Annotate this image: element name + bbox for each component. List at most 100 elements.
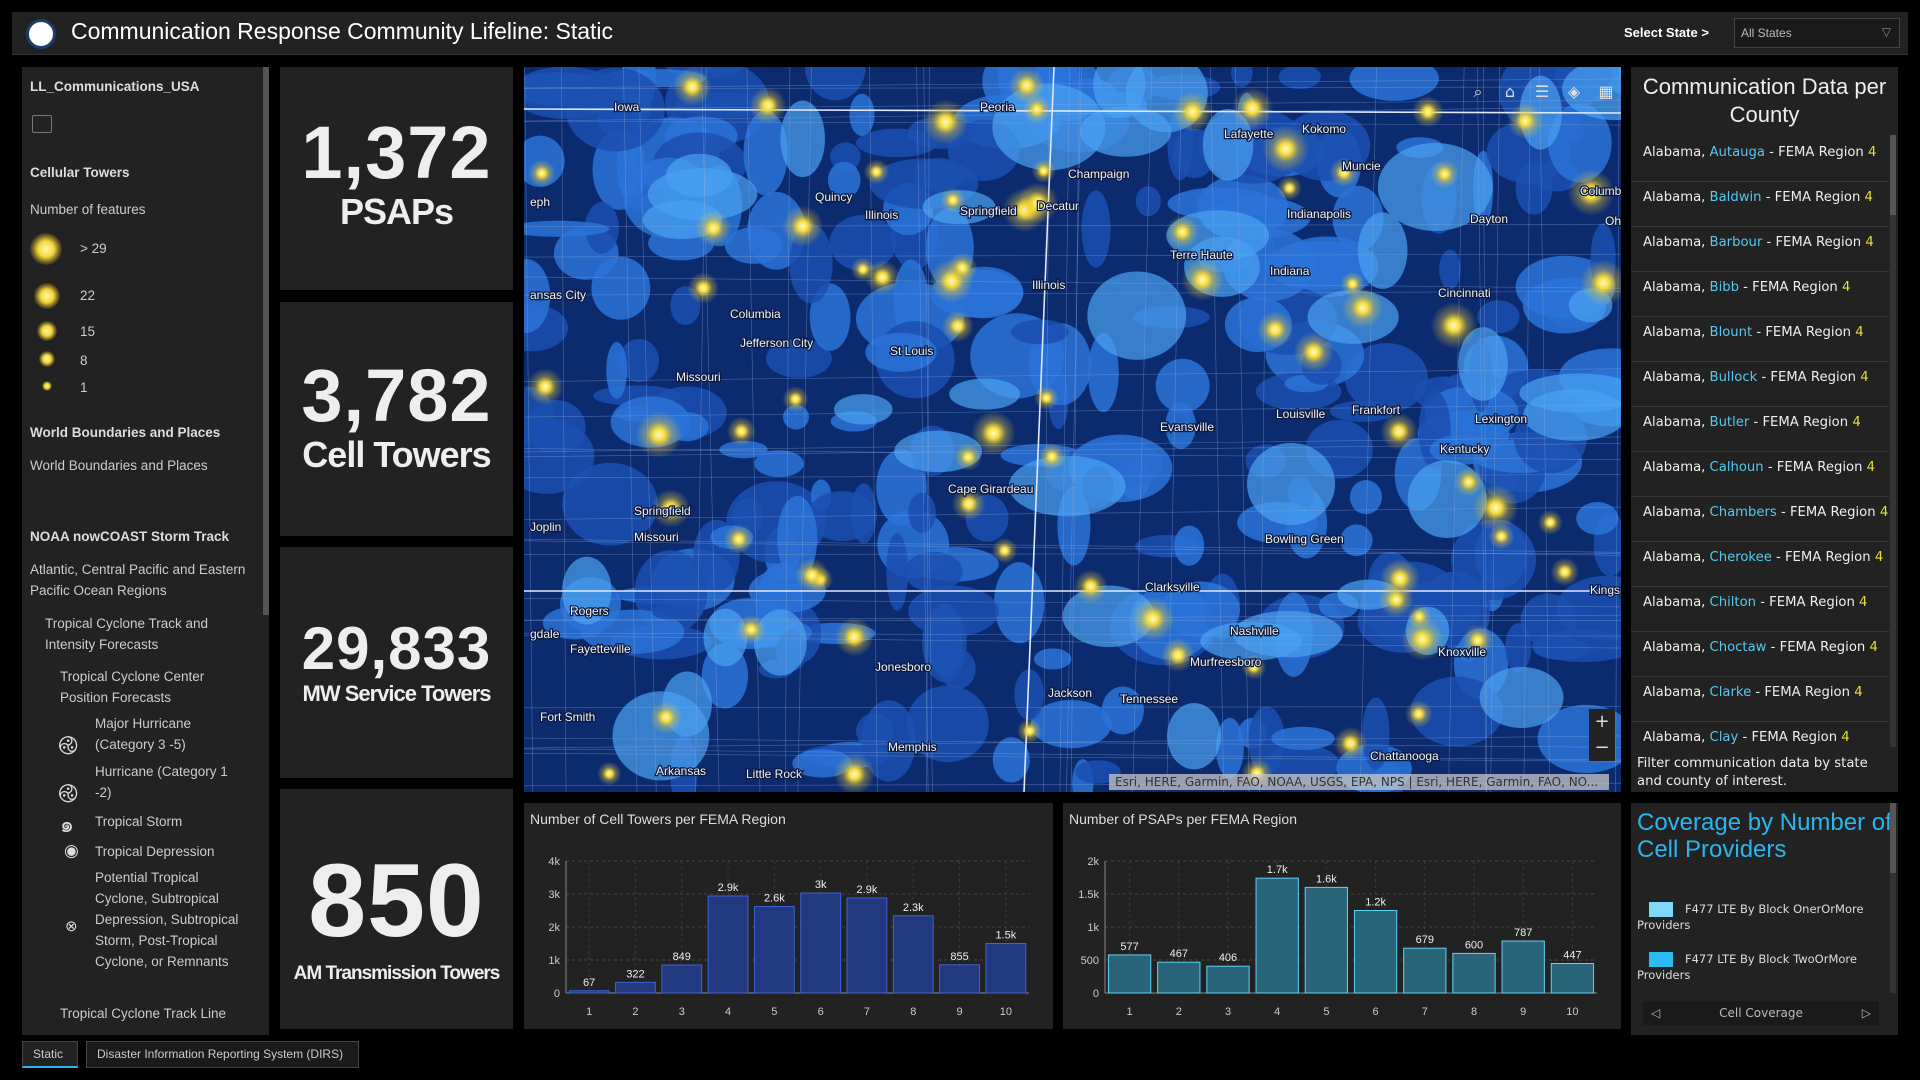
cell-tower-cluster[interactable] [1008, 67, 1045, 104]
coverage-scrollbar[interactable] [1890, 803, 1896, 993]
bar[interactable] [615, 981, 656, 994]
cell-tower-cluster[interactable] [1380, 412, 1418, 451]
county-list-item[interactable]: Alabama, Autauga - FEMA Region 4 [1631, 137, 1889, 182]
cell-tower-cluster[interactable] [946, 252, 978, 284]
map-canvas[interactable]: Iowa Peoria Lafayette Kokomo Muncie Champaign… [524, 67, 1621, 792]
cell-tower-cluster[interactable] [635, 411, 683, 459]
cell-tower-cluster[interactable] [1580, 259, 1621, 307]
county-list-item[interactable]: Alabama, Clarke - FEMA Region 4 [1631, 677, 1889, 722]
cell-tower-cluster[interactable] [1378, 582, 1414, 618]
cell-tower-cluster[interactable] [951, 486, 986, 521]
cell-tower-cluster[interactable] [1462, 624, 1494, 656]
cell-tower-cluster[interactable] [1131, 597, 1175, 641]
bar[interactable] [892, 915, 934, 994]
bar[interactable] [1403, 947, 1447, 994]
cell-tower-cluster[interactable] [1256, 311, 1294, 348]
cell-tower-cluster[interactable] [1034, 385, 1059, 411]
cell-tower-cluster[interactable] [1231, 87, 1273, 129]
county-list-item[interactable]: Alabama, Butler - FEMA Region 4 [1631, 407, 1889, 452]
layers-icon[interactable]: ◈ [1567, 82, 1581, 101]
bar[interactable] [1353, 910, 1398, 994]
cell-tower-cluster[interactable] [1333, 726, 1368, 761]
cell-tower-cluster[interactable] [1430, 302, 1478, 349]
cell-tower-cluster[interactable] [1472, 484, 1519, 531]
cell-tower-cluster[interactable] [922, 99, 969, 145]
cell-tower-cluster[interactable] [1172, 91, 1213, 133]
county-list-item[interactable]: Alabama, Baldwin - FEMA Region 4 [1631, 182, 1889, 227]
cell-tower-cluster[interactable] [726, 416, 757, 446]
legend-icon[interactable]: ☰ [1534, 82, 1550, 101]
cell-tower-cluster[interactable] [1277, 175, 1302, 201]
next-icon[interactable]: ▷ [1861, 1006, 1871, 1020]
legend-scrollbar[interactable] [263, 67, 269, 615]
bar[interactable] [707, 895, 749, 994]
cell-tower-cluster[interactable] [1016, 718, 1043, 744]
cell-tower-cluster[interactable] [526, 368, 564, 406]
cell-tower-cluster[interactable] [1340, 271, 1365, 297]
cell-tower-cluster[interactable] [782, 386, 809, 413]
bar[interactable] [1157, 961, 1201, 994]
cell-tower-cluster[interactable] [673, 67, 712, 107]
county-list-item[interactable]: Alabama, Bibb - FEMA Region 4 [1631, 272, 1889, 317]
county-list-item[interactable]: Alabama, Choctaw - FEMA Region 4 [1631, 632, 1889, 677]
bar[interactable] [1107, 954, 1152, 994]
cell-tower-cluster[interactable] [1342, 287, 1384, 329]
bar[interactable] [1206, 965, 1250, 994]
county-list-item[interactable]: Alabama, Chilton - FEMA Region 4 [1631, 587, 1889, 632]
cell-tower-cluster[interactable] [1181, 258, 1224, 301]
county-list-item[interactable]: Alabama, Calhoun - FEMA Region 4 [1631, 452, 1889, 497]
cell-tower-cluster[interactable] [1165, 215, 1199, 249]
cell-tower-cluster[interactable] [1038, 443, 1066, 471]
bar[interactable] [800, 892, 842, 994]
bar[interactable] [1501, 940, 1545, 994]
county-list-item[interactable]: Alabama, Barbour - FEMA Region 4 [1631, 227, 1889, 272]
zoom-in-button[interactable]: + [1589, 709, 1615, 735]
cell-tower-cluster[interactable] [863, 159, 890, 185]
map-view[interactable]: Iowa Peoria Lafayette Kokomo Muncie Champaign… [524, 67, 1621, 792]
cell-tower-cluster[interactable] [1550, 557, 1580, 587]
county-list-item[interactable]: Alabama, Chambers - FEMA Region 4 [1631, 497, 1889, 542]
county-list-item[interactable]: Alabama, Blount - FEMA Region 4 [1631, 317, 1889, 362]
county-list-item[interactable]: Alabama, Cherokee - FEMA Region 4 [1631, 542, 1889, 587]
cell-tower-cluster[interactable] [942, 310, 974, 342]
cell-tower-cluster[interactable] [723, 524, 754, 555]
cell-tower-cluster[interactable] [1430, 159, 1460, 189]
cell-tower-cluster[interactable] [1073, 569, 1108, 604]
zoom-out-button[interactable]: − [1589, 735, 1615, 761]
cell-tower-cluster[interactable] [1453, 467, 1484, 497]
cell-tower-cluster[interactable] [695, 210, 732, 247]
cell-tower-cluster[interactable] [865, 260, 900, 295]
state-dropdown[interactable]: All States ▽ [1734, 18, 1900, 48]
list-scrollbar[interactable] [1890, 135, 1896, 747]
bar[interactable] [846, 897, 888, 994]
cell-tower-cluster[interactable] [1537, 509, 1563, 536]
previous-icon[interactable]: ◁ [1651, 1006, 1661, 1020]
cell-tower-cluster[interactable] [1404, 700, 1433, 728]
bar[interactable] [1304, 886, 1349, 994]
cell-tower-cluster[interactable] [954, 443, 983, 471]
county-list-item[interactable]: Alabama, Clay - FEMA Region 4 [1631, 722, 1889, 753]
cell-tower-cluster[interactable] [1507, 103, 1544, 139]
cell-tower-cluster[interactable] [991, 537, 1018, 564]
cell-tower-cluster[interactable] [736, 614, 766, 645]
bar[interactable] [753, 906, 795, 994]
basemap-gallery-icon[interactable]: ▦ [1598, 82, 1614, 101]
cell-tower-cluster[interactable] [528, 159, 556, 188]
county-list[interactable]: Alabama, Autauga - FEMA Region 4 Alabama,… [1631, 135, 1891, 753]
cell-tower-cluster[interactable] [1407, 604, 1432, 629]
bar[interactable] [1255, 877, 1299, 994]
cell-tower-cluster[interactable] [597, 761, 622, 786]
bar[interactable] [1452, 952, 1496, 994]
cell-tower-cluster[interactable] [1031, 158, 1056, 184]
bar[interactable] [985, 943, 1027, 994]
tab-dirs[interactable]: Disaster Information Reporting System (D… [86, 1041, 359, 1068]
cell-tower-cluster[interactable] [834, 617, 874, 657]
bar[interactable] [939, 964, 980, 994]
tab-static[interactable]: Static [22, 1041, 78, 1068]
cell-tower-cluster[interactable] [1329, 157, 1359, 188]
cell-tower-cluster[interactable] [1017, 182, 1059, 224]
cell-tower-cluster[interactable] [1412, 95, 1444, 128]
cell-tower-cluster[interactable] [1567, 169, 1615, 217]
cell-tower-cluster[interactable] [795, 558, 829, 593]
cell-tower-cluster[interactable] [1401, 617, 1444, 661]
